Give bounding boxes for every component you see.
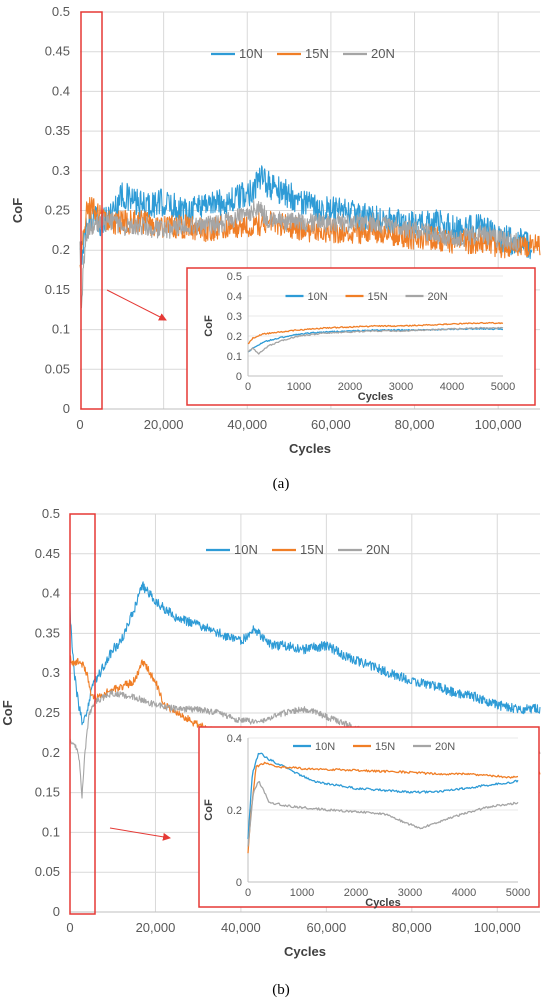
y-tick-label: 0 <box>236 877 242 889</box>
y-tick-label: 0.4 <box>52 83 70 98</box>
legend-label-10n: 10N <box>234 542 258 557</box>
series-line-20n <box>79 200 520 309</box>
y-axis-title: CoF <box>0 700 15 725</box>
y-tick-label: 0.1 <box>227 351 242 363</box>
y-tick-label: 0.5 <box>52 4 70 19</box>
highlight-box <box>69 513 96 915</box>
y-tick-label: 0.45 <box>45 44 70 59</box>
legend-label-20n: 20N <box>371 46 395 61</box>
x-tick-label: 3000 <box>389 381 413 393</box>
legend-label-20n: 20N <box>435 741 455 753</box>
x-tick-label: 0 <box>245 887 251 899</box>
panel-caption: (b) <box>272 982 290 998</box>
legend-label-15n: 15N <box>368 291 388 303</box>
inset-chart: 0 0.1 0.2 0.3 0.4 0.5 0 1000 2000 3000 4000 5000 Cyc… <box>203 271 515 403</box>
legend-label-15n: 15N <box>305 46 329 61</box>
x-tick-label: 4000 <box>452 887 476 899</box>
x-axis-title: Cycles <box>365 897 400 909</box>
x-tick-label: 1000 <box>290 887 314 899</box>
legend-label-10n: 10N <box>315 741 335 753</box>
x-tick-label: 40,000 <box>227 417 267 432</box>
y-tick-label: 0 <box>63 401 70 416</box>
x-tick-label: 20,000 <box>144 417 184 432</box>
y-axis-title: CoF <box>203 315 215 337</box>
y-tick-label: 0.2 <box>52 242 70 257</box>
y-tick-label: 0.1 <box>52 322 70 337</box>
x-axis-title: Cycles <box>358 391 393 403</box>
legend-label-15n: 15N <box>375 741 395 753</box>
x-tick-label: 2000 <box>338 381 362 393</box>
x-axis-title: Cycles <box>289 441 331 456</box>
series-line-10n <box>247 752 519 839</box>
y-tick-label: 0.15 <box>35 785 60 800</box>
x-tick-label: 100,000 <box>475 417 522 432</box>
x-tick-label: 0 <box>245 381 251 393</box>
y-axis-title: CoF <box>10 198 25 223</box>
y-tick-label: 0.3 <box>42 665 60 680</box>
x-tick-label: 0 <box>66 920 73 935</box>
inset-arrow <box>106 289 167 321</box>
x-tick-label: 80,000 <box>395 417 435 432</box>
y-tick-label: 0.3 <box>227 311 242 323</box>
y-tick-label: 0.1 <box>42 824 60 839</box>
y-tick-label: 0.45 <box>35 546 60 561</box>
x-tick-label: 40,000 <box>221 920 261 935</box>
series-line-10n <box>69 581 541 726</box>
legend-label-15n: 15N <box>300 542 324 557</box>
y-axis-title: CoF <box>203 799 215 821</box>
y-tick-label: 0 <box>53 904 60 919</box>
series-line-20n <box>247 326 504 355</box>
series-line-15n <box>247 321 504 345</box>
inset-frame <box>198 726 540 908</box>
y-tick-label: 0.25 <box>45 203 70 218</box>
y-tick-label: 0.35 <box>45 123 70 138</box>
panel-caption: (a) <box>273 476 290 492</box>
y-tick-label: 0.2 <box>42 745 60 760</box>
x-tick-label: 2000 <box>344 887 368 899</box>
x-tick-label: 60,000 <box>311 417 351 432</box>
y-tick-label: 0.05 <box>45 361 70 376</box>
y-tick-label: 0 <box>236 371 242 383</box>
y-tick-label: 0.4 <box>227 291 242 303</box>
y-tick-label: 0.2 <box>227 805 242 817</box>
series-line-15n <box>79 197 541 269</box>
x-tick-label: 4000 <box>440 381 464 393</box>
y-tick-label: 0.15 <box>45 282 70 297</box>
legend-label-20n: 20N <box>428 291 448 303</box>
y-tick-label: 0.2 <box>227 331 242 343</box>
y-tick-label: 0.3 <box>52 163 70 178</box>
x-tick-label: 60,000 <box>306 920 346 935</box>
series-line-20n <box>247 780 519 847</box>
inset-chart: 0 0.2 0.4 0 1000 2000 3000 4000 5000 Cycles CoF 10N… <box>203 733 530 909</box>
highlight-box <box>80 11 103 410</box>
y-tick-label: 0.35 <box>35 625 60 640</box>
panel-b: 0 0.05 0.1 0.15 0.2 0.25 0.3 0.35 0.4 0.45 0.5 0 20,… <box>0 506 541 998</box>
y-tick-label: 0.4 <box>42 586 60 601</box>
y-tick-label: 0.5 <box>227 271 242 283</box>
legend-label-20n: 20N <box>366 542 390 557</box>
y-tick-label: 0.4 <box>227 733 242 745</box>
inset-arrow <box>109 827 171 841</box>
y-tick-label: 0.05 <box>35 864 60 879</box>
legend-label-10n: 10N <box>308 291 328 303</box>
series-line-15n <box>247 761 519 854</box>
y-tick-label: 0.5 <box>42 506 60 521</box>
x-tick-label: 5000 <box>506 887 530 899</box>
panel-a: 0 0.05 0.1 0.15 0.2 0.25 0.3 0.35 0.4 0.45 0.5 0 20,… <box>10 4 541 492</box>
x-tick-label: 3000 <box>398 887 422 899</box>
x-tick-label: 0 <box>76 417 83 432</box>
legend-label-10n: 10N <box>239 46 263 61</box>
x-tick-label: 1000 <box>287 381 311 393</box>
inset-frame <box>186 267 536 406</box>
x-tick-label: 20,000 <box>136 920 176 935</box>
x-tick-label: 5000 <box>491 381 515 393</box>
x-axis-title: Cycles <box>284 944 326 959</box>
y-tick-label: 0.25 <box>35 705 60 720</box>
x-tick-label: 80,000 <box>392 920 432 935</box>
x-tick-label: 100,000 <box>474 920 521 935</box>
